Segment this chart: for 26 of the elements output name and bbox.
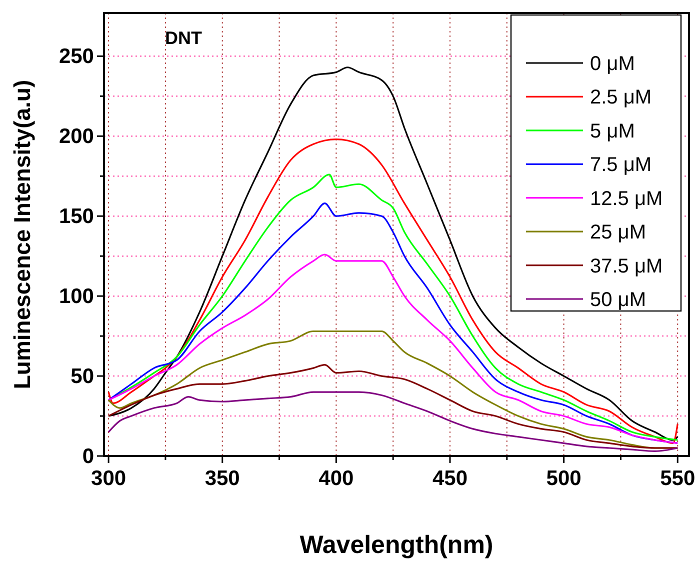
x-tick-label: 300 bbox=[91, 467, 126, 490]
legend-label: 12.5 μM bbox=[590, 188, 663, 210]
x-tick-label: 450 bbox=[432, 467, 468, 490]
legend-label: 50 μM bbox=[590, 289, 646, 311]
legend-label: 0 μM bbox=[590, 53, 635, 75]
legend-label: 37.5 μM bbox=[590, 255, 663, 278]
y-tick-label: 100 bbox=[58, 285, 94, 308]
legend-label: 25 μM bbox=[590, 222, 646, 244]
y-axis-title: Luminescence Intensity(a.u) bbox=[9, 80, 35, 390]
y-tick-label: 200 bbox=[58, 125, 94, 148]
y-tick-label: 150 bbox=[58, 205, 94, 228]
line-series bbox=[108, 254, 678, 444]
x-tick-label: 350 bbox=[204, 467, 240, 490]
y-tick-label: 250 bbox=[58, 45, 94, 68]
legend-label: 5 μM bbox=[590, 120, 635, 142]
x-axis-title: Wavelength(nm) bbox=[300, 531, 494, 559]
y-tick-label: 50 bbox=[70, 365, 94, 388]
line-series bbox=[108, 364, 678, 449]
line-series bbox=[108, 391, 678, 452]
legend-label: 2.5 μM bbox=[590, 86, 652, 109]
y-tick-label: 0 bbox=[82, 445, 94, 468]
legend-label: 7.5 μM bbox=[590, 154, 652, 176]
x-tick-label: 400 bbox=[318, 467, 354, 490]
x-tick-label: 550 bbox=[660, 467, 696, 490]
text: DNT bbox=[165, 28, 202, 48]
x-tick-label: 500 bbox=[546, 467, 582, 490]
